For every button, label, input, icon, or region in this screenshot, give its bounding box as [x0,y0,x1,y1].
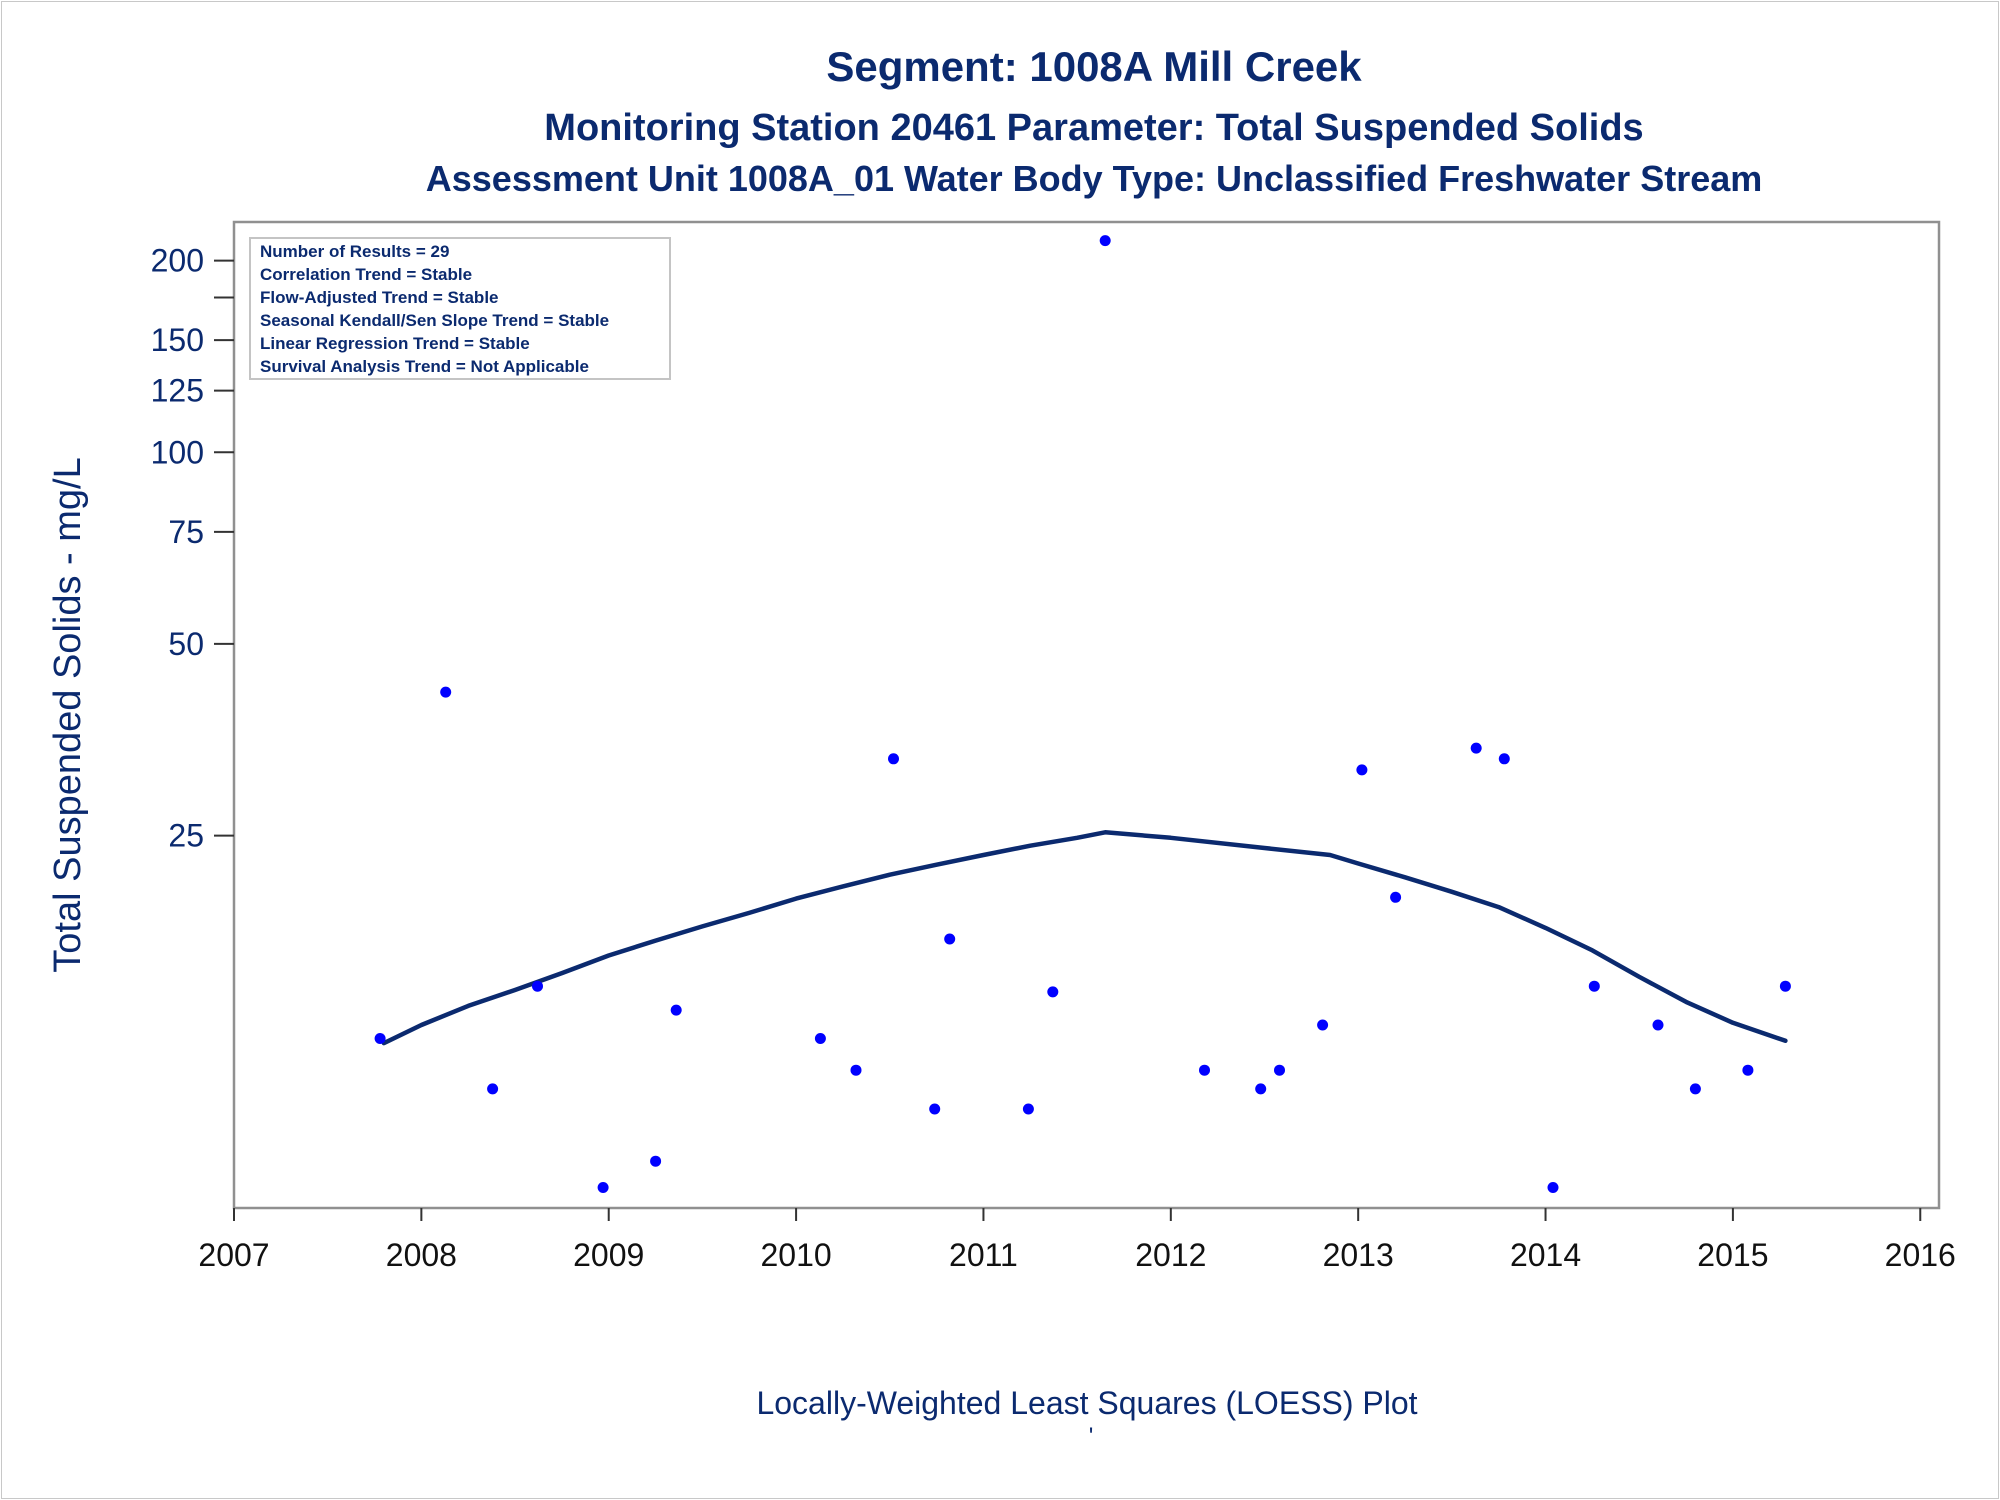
chart-title: Segment: 1008A Mill Creek [826,43,1362,90]
data-point [850,1064,862,1076]
stats-box-frame [249,237,671,380]
data-point [1099,235,1111,247]
data-point [650,1155,662,1167]
data-point [1652,1019,1664,1031]
y-tick-label: 100 [151,434,204,470]
stats-line-survival: Survival Analysis Trend = Not Applicable [260,357,589,376]
data-point [487,1083,499,1095]
y-tick-label: 50 [168,626,204,662]
data-point [597,1182,609,1193]
data-point [944,933,956,945]
data-point [814,1033,826,1044]
stats-line-flow-adjusted: Flow-Adjusted Trend = Stable [260,288,499,307]
x-tick-label: 2012 [1135,1237,1206,1273]
data-point [532,980,543,992]
data-point [1588,980,1600,992]
data-point [1199,1064,1210,1076]
x-tick-label: 2013 [1323,1237,1394,1273]
plot-area [232,220,1941,1210]
data-point [1779,980,1791,992]
y-axis-label: Total Suspended Solids - mg/L [47,457,89,972]
x-tick-label: 2014 [1510,1237,1581,1273]
x-axis-label: Locally-Weighted Least Squares (LOESS) P… [756,1385,1417,1421]
loess-curve [381,830,1788,1046]
data-point [1742,1064,1754,1076]
data-point [374,1033,386,1044]
y-tick-label: 200 [151,243,204,279]
data-point [1022,1103,1034,1115]
data-point [1689,1083,1701,1095]
data-point [929,1103,941,1115]
footnote-mark: ' [1089,1423,1094,1450]
chart-subtitle-unit: Assessment Unit 1008A_01 Water Body Type… [426,158,1763,199]
chart-subtitle-station: Monitoring Station 20461 Parameter: Tota… [544,107,1643,149]
x-tick-label: 2008 [386,1237,457,1273]
data-point [1047,986,1059,998]
x-tick-label: 2016 [1885,1237,1956,1273]
data-point [1498,753,1510,765]
x-tick-label: 2011 [949,1237,1018,1273]
data-point [1255,1083,1267,1095]
x-axis: 2007 2008 2009 2010 2011 2012 2013 2014 2015 2016 [198,1208,1956,1273]
data-point [1356,764,1368,776]
data-point [888,753,899,765]
data-point [1317,1019,1329,1031]
data-point [1390,891,1402,903]
stats-box: Number of Results = 29 Correlation Trend… [249,237,671,380]
data-point [1274,1064,1285,1076]
y-tick-label: 150 [151,322,204,358]
y-axis: 25 50 75 100 125 150 200 [151,243,234,854]
x-tick-label: 2015 [1697,1237,1768,1273]
y-tick-label: 75 [168,514,204,550]
stats-line-seasonal-kendall: Seasonal Kendall/Sen Slope Trend = Stabl… [260,311,609,330]
series-layer [374,235,1791,1193]
stats-line-linear-regression: Linear Regression Trend = Stable [260,334,530,353]
stats-line-correlation: Correlation Trend = Stable [260,265,472,284]
data-point [670,1004,682,1016]
x-tick-label: 2010 [760,1237,831,1273]
data-point [1547,1182,1559,1193]
data-point [440,686,452,698]
y-tick-label: 25 [168,818,204,854]
y-tick-label: 125 [151,373,204,409]
stats-line-results: Number of Results = 29 [260,242,449,261]
x-tick-label: 2009 [573,1237,644,1273]
data-point [1470,742,1482,754]
x-tick-label: 2007 [198,1237,269,1273]
